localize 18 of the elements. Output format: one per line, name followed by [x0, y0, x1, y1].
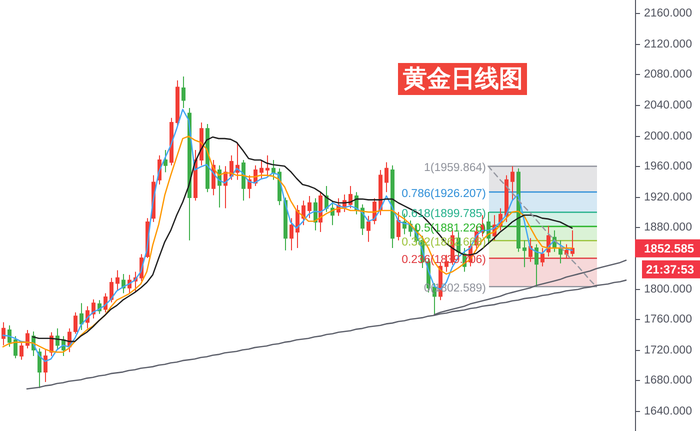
text: 黄金日线图 — [402, 66, 523, 92]
y-tick-label: 1760.000 — [644, 314, 692, 326]
y-tick-label: 1960.000 — [644, 160, 692, 172]
y-tick-label: 2160.000 — [644, 8, 692, 20]
y-tick-label: 1920.000 — [644, 192, 692, 204]
y-tick-label: 1640.000 — [644, 406, 692, 418]
y-tick-label: 2080.000 — [644, 68, 692, 80]
ref-line-label: 0.786(1926.207) — [402, 188, 486, 200]
y-tick-label: 1680.000 — [644, 374, 692, 386]
y-tick-label: 2000.000 — [644, 130, 692, 142]
y-tick-label: 1720.000 — [644, 344, 692, 356]
ref-line-label: 1(1959.864) — [424, 162, 486, 174]
text: 1852.585 — [644, 241, 694, 256]
y-tick-label: 1880.000 — [644, 222, 692, 234]
text: 21:37:53 — [646, 262, 694, 276]
y-tick-label: 2120.000 — [644, 38, 692, 50]
y-tick-label: 2040.000 — [644, 100, 692, 112]
y-tick-label: 1800.000 — [644, 284, 692, 296]
